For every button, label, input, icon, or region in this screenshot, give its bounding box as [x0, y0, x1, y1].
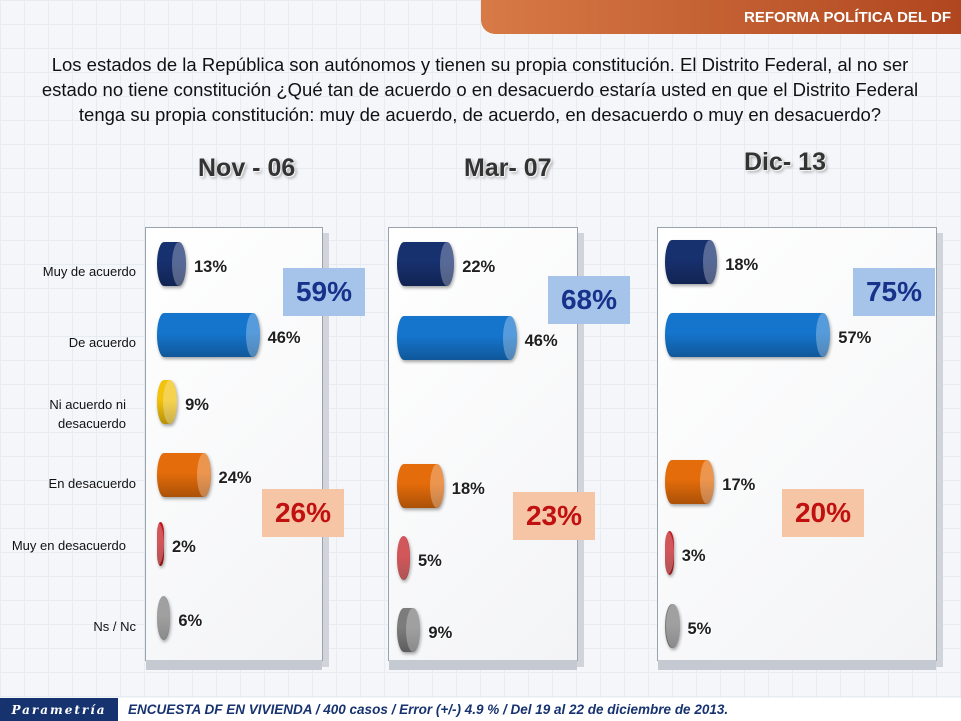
bar-nov-06-de-acuerdo [157, 313, 260, 357]
disagree-total-mar-07: 23% [513, 492, 595, 540]
category-label-de-acuerdo: De acuerdo [68, 335, 136, 350]
disagree-total-dic-13: 20% [782, 489, 864, 537]
footer: Parametría ENCUESTA DF EN VIVIENDA / 400… [0, 698, 961, 721]
value-label-mar-07-muy-de-acuerdo: 22% [462, 258, 496, 276]
period-title-nov-06: Nov - 06 [198, 154, 296, 182]
value-label-nov-06-muy-en-desacuerdo: 2% [172, 538, 196, 556]
category-label-en-desacuerdo: En desacuerdo [48, 476, 136, 491]
period-title-mar-07: Mar- 07 [464, 154, 552, 182]
bar-mar-07-ns-nc [397, 608, 421, 652]
value-label-mar-07-muy-en-desacuerdo: 5% [418, 552, 442, 570]
value-label-nov-06-ni-acuerdo: 9% [185, 396, 209, 414]
value-label-nov-06-en-desacuerdo: 24% [218, 469, 252, 487]
value-label-nov-06-muy-de-acuerdo: 13% [193, 258, 228, 276]
parametria-logo: Parametría [0, 698, 118, 721]
bar-mar-07-muy-de-acuerdo [397, 242, 455, 286]
agree-total-mar-07: 68% [548, 276, 630, 324]
value-label-mar-07-de-acuerdo: 46% [524, 332, 558, 350]
value-label-dic-13-muy-de-acuerdo: 18% [725, 256, 759, 274]
section-title: REFORMA POLÍTICA DEL DF [481, 0, 961, 34]
chart-panel-mar-07 [388, 227, 578, 670]
agree-total-nov-06: 59% [283, 268, 365, 316]
bar-nov-06-ns-nc [156, 596, 171, 640]
bar-dic-13-muy-en-desacuerdo [659, 531, 674, 575]
value-label-dic-13-muy-en-desacuerdo: 3% [681, 547, 706, 565]
period-title-dic-13: Dic- 13 [744, 148, 826, 176]
bar-dic-13-muy-de-acuerdo [665, 240, 718, 284]
value-label-nov-06-ns-nc: 6% [178, 612, 203, 630]
bar-nov-06-ni-acuerdo [157, 380, 178, 424]
bar-dic-13-ns-nc [665, 604, 680, 648]
bar-nov-06-en-desacuerdo [157, 453, 211, 497]
category-label-ns-nc: Ns / Nc [93, 619, 136, 634]
bar-dic-13-de-acuerdo [665, 313, 831, 357]
value-label-mar-07-en-desacuerdo: 18% [451, 480, 485, 498]
bar-dic-13-en-desacuerdo [665, 460, 715, 504]
bar-nov-06-muy-en-desacuerdo [150, 522, 164, 566]
value-label-nov-06-de-acuerdo: 46% [267, 329, 301, 347]
category-label-muy-de-acuerdo: Muy de acuerdo [42, 264, 136, 279]
bar-mar-07-en-desacuerdo [397, 464, 444, 508]
category-label-ni-acuerdo-ni-desacuerdo: Ni acuerdo ni desacuerdo [49, 397, 126, 431]
bar-mar-07-de-acuerdo [397, 316, 517, 360]
survey-question: Los estados de la República son autónomo… [41, 54, 919, 125]
value-label-mar-07-ns-nc: 9% [428, 624, 453, 642]
category-label-muy-en-desacuerdo: Muy en desacuerdo [11, 538, 126, 553]
survey-source-note: ENCUESTA DF EN VIVIENDA / 400 casos / Er… [128, 702, 729, 717]
value-label-dic-13-de-acuerdo: 57% [838, 329, 872, 347]
bar-nov-06-muy-de-acuerdo [157, 242, 186, 286]
value-label-dic-13-en-desacuerdo: 17% [722, 476, 756, 494]
bar-mar-07-muy-en-desacuerdo [396, 536, 410, 580]
disagree-total-nov-06: 26% [262, 489, 344, 537]
agree-total-dic-13: 75% [853, 268, 935, 316]
value-label-dic-13-ns-nc: 5% [687, 620, 712, 638]
section-title-text: REFORMA POLÍTICA DEL DF [744, 8, 951, 26]
